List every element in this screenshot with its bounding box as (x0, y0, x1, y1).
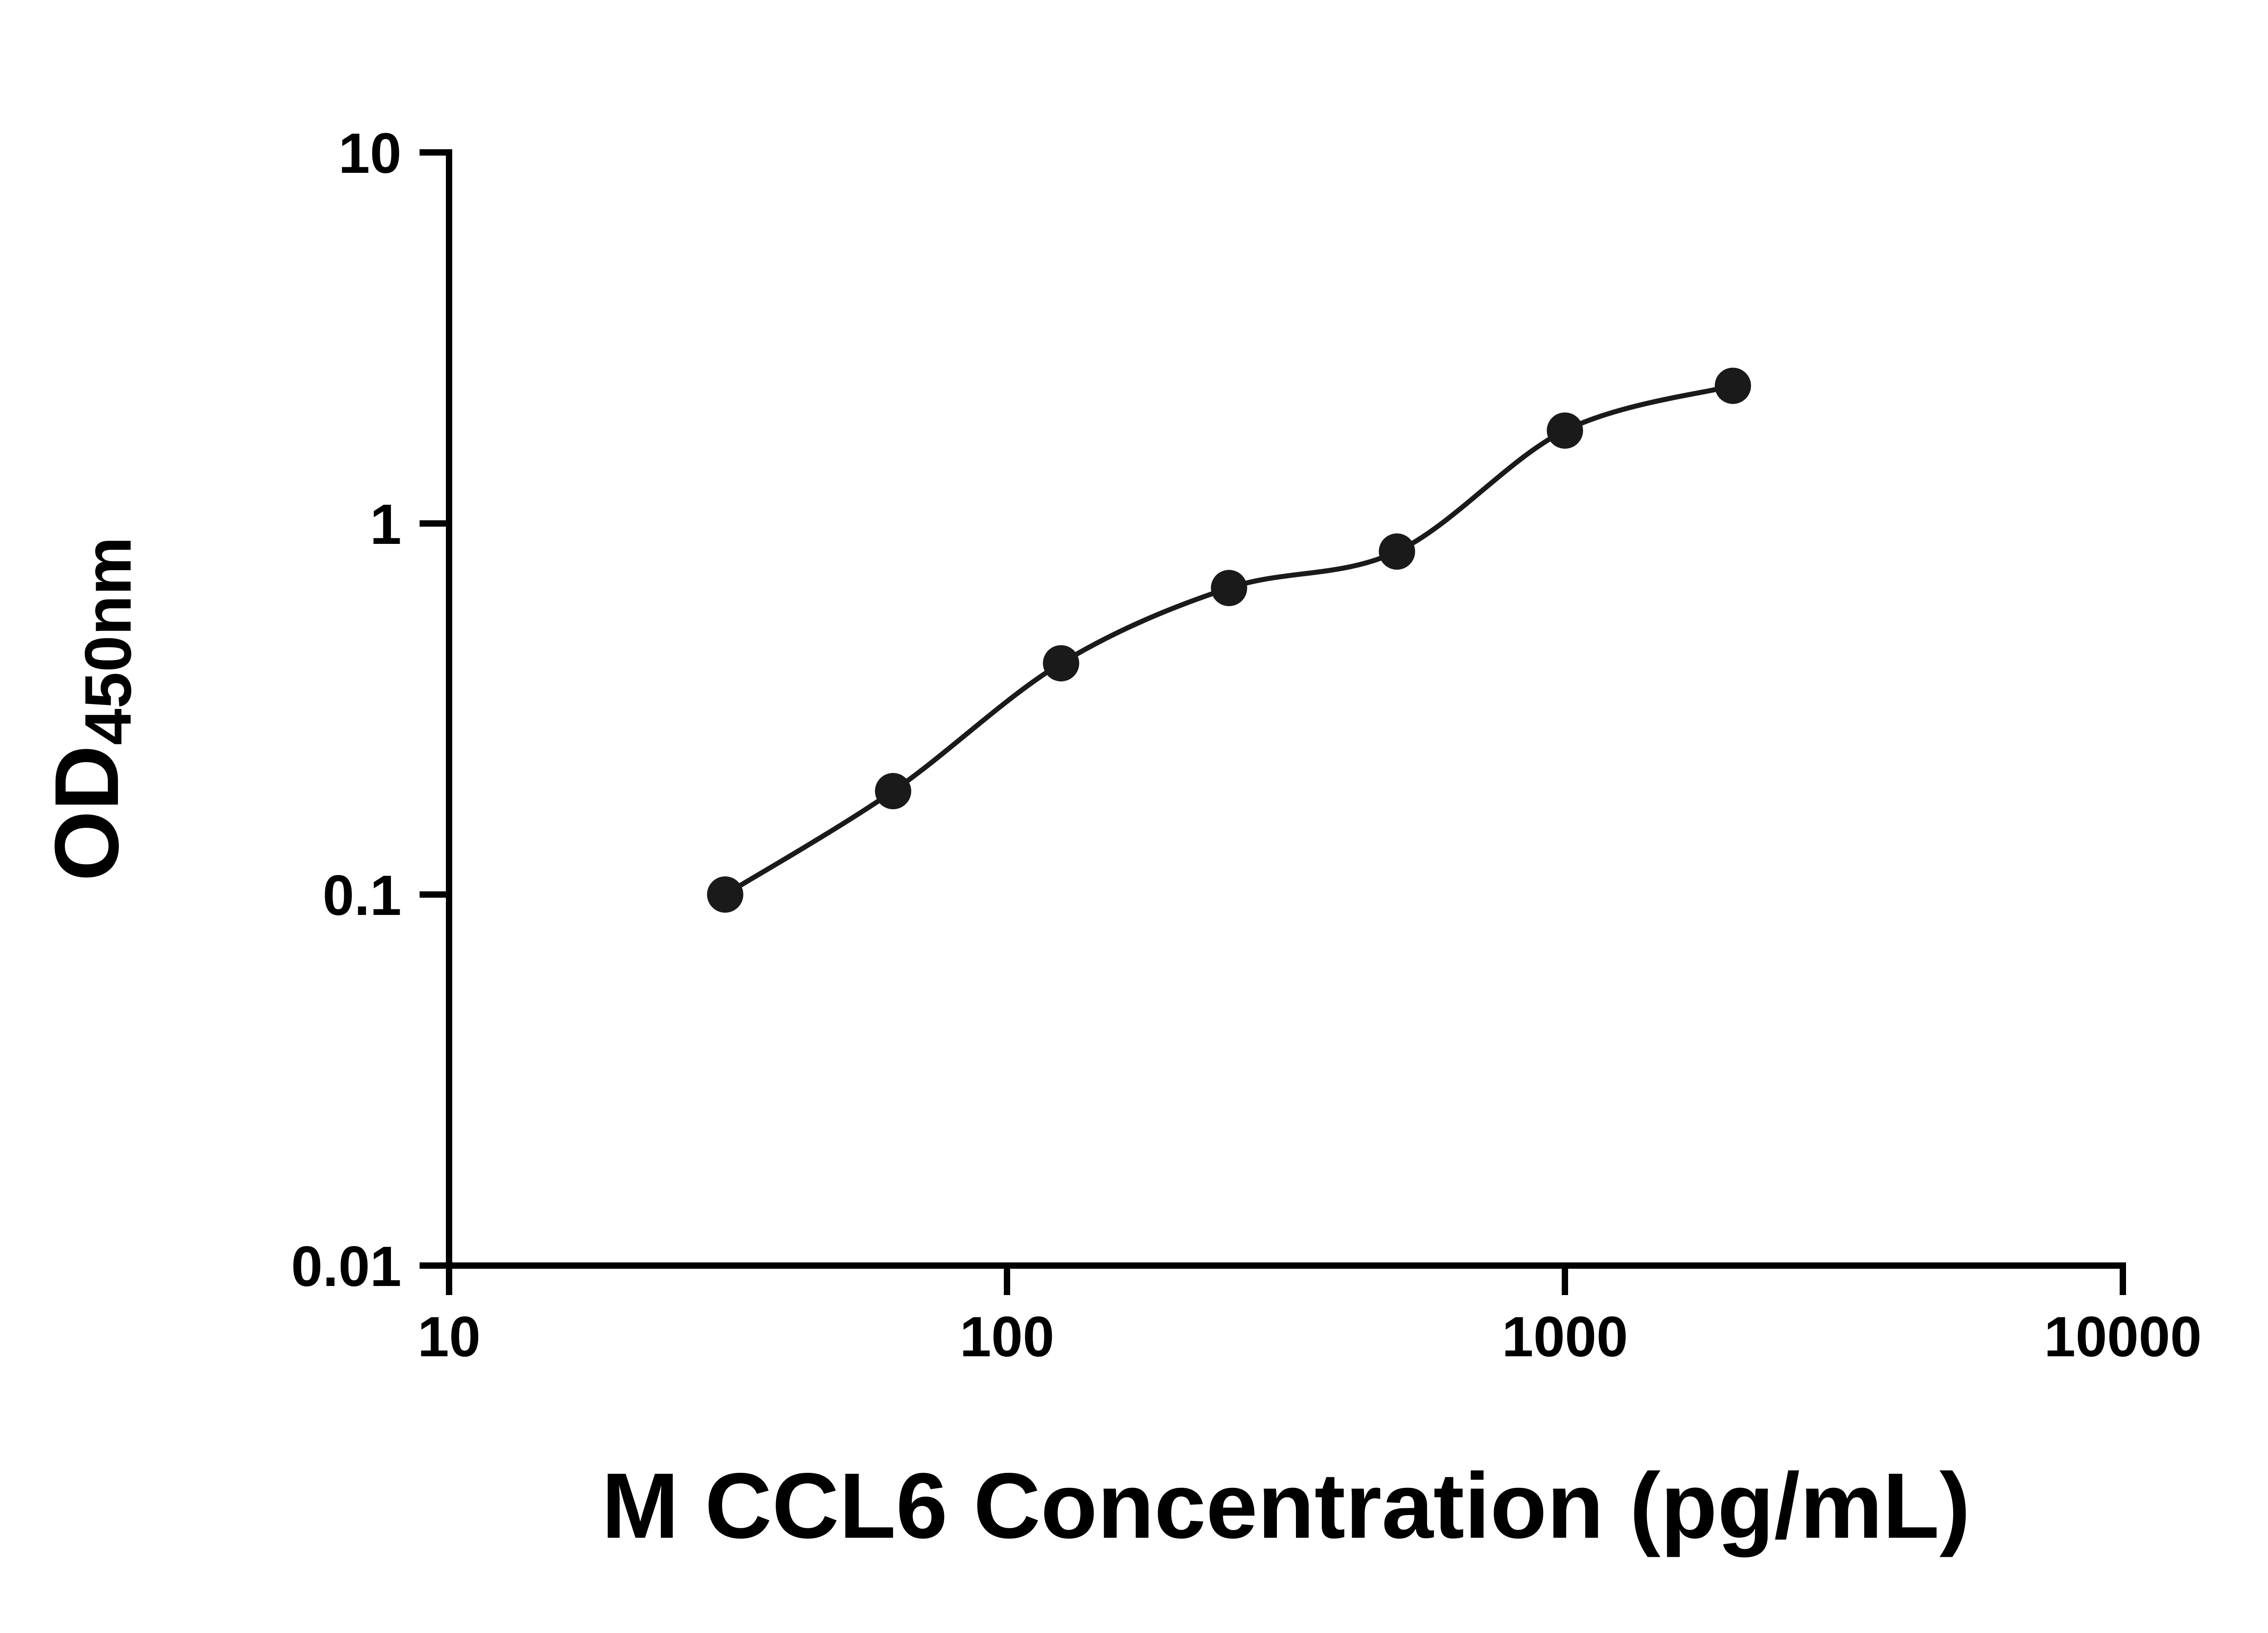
data-point (1715, 367, 1751, 404)
x-axis-tick-label: 1000 (1502, 1305, 1628, 1369)
y-axis-title-sub: 450nm (71, 537, 145, 745)
y-axis-title-main: OD (36, 745, 137, 881)
y-axis-tick-label: 0.01 (291, 1235, 401, 1298)
y-axis-tick-label: 10 (338, 122, 401, 185)
data-point (1378, 533, 1415, 570)
y-axis-title: OD450nm (36, 537, 145, 881)
x-axis-tick-label: 10 (417, 1305, 480, 1369)
data-point (1211, 570, 1247, 606)
plot-area: 10 100 1000 10000 0.01 0.1 1 10 (291, 122, 2202, 1369)
x-axis-tick-label: 10000 (2044, 1305, 2202, 1369)
x-axis-tick-label: 100 (960, 1305, 1055, 1369)
y-axis-tick-label: 0.1 (323, 864, 401, 927)
axis-spine (446, 149, 2126, 1269)
data-point (1547, 412, 1583, 449)
data-point (1043, 645, 1080, 682)
x-axis-title: M CCL6 Concentration (pg/mL) (601, 1454, 1970, 1558)
data-point (875, 773, 911, 809)
fit-curve (723, 383, 1735, 897)
data-point (707, 876, 743, 913)
y-axis-tick-label: 1 (370, 493, 401, 556)
